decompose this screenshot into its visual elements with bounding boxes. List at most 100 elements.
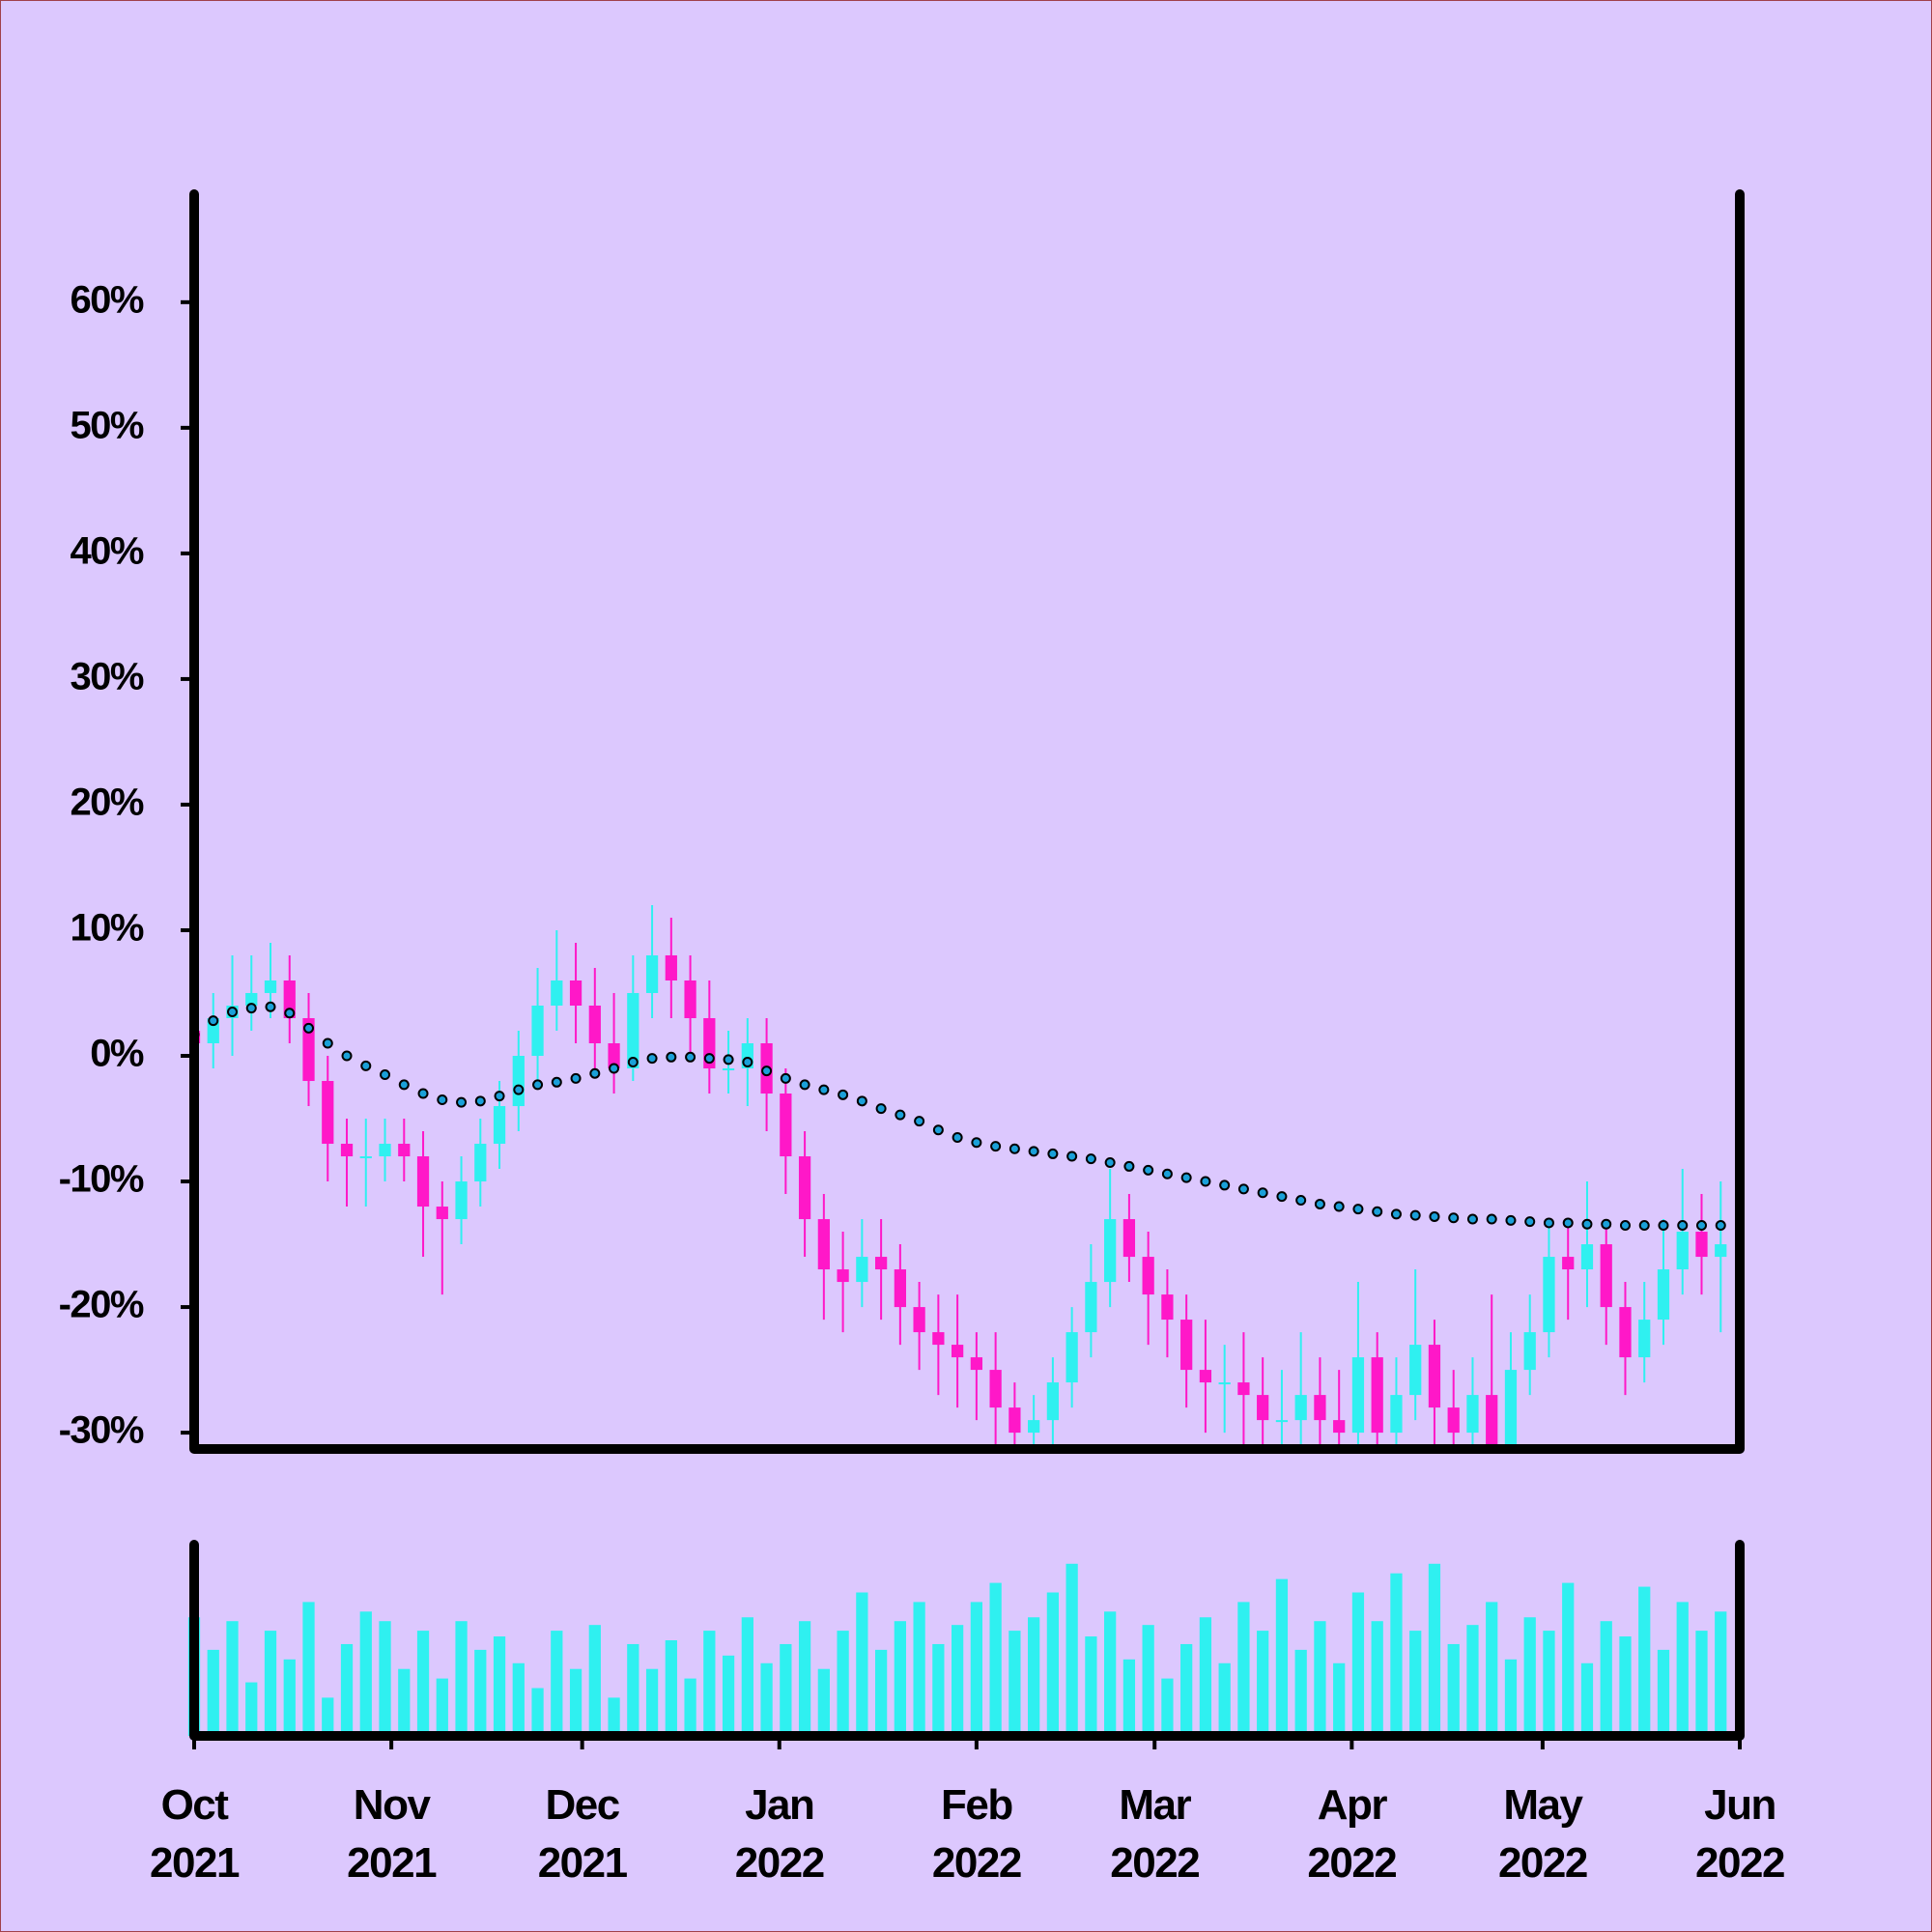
volume-bar (894, 1621, 906, 1736)
moving-average-point (437, 1094, 448, 1106)
volume-bar (416, 1631, 430, 1736)
candle-body (1028, 1420, 1040, 1434)
volume-bar (474, 1649, 487, 1736)
moving-average-point (1143, 1164, 1154, 1176)
candle-body (780, 1094, 792, 1157)
volume-bar (207, 1649, 219, 1736)
volume-bar (1180, 1643, 1193, 1736)
candle-body (1275, 1420, 1289, 1423)
moving-average-point (1409, 1209, 1421, 1221)
moving-average-point (1314, 1198, 1325, 1209)
volume-bar (608, 1697, 620, 1736)
volume-bar (970, 1602, 982, 1736)
volume-bar (760, 1662, 773, 1736)
candle-body (1122, 1219, 1136, 1258)
candle-body (455, 1181, 468, 1220)
candle-body (1695, 1232, 1708, 1258)
candle-body (1351, 1357, 1365, 1434)
y-tick-label: 30% (70, 655, 143, 697)
moving-average-point (1276, 1191, 1288, 1203)
moving-average-point (1486, 1213, 1497, 1225)
x-tick-label: May 2022 (1497, 1781, 1588, 1887)
volume-bar (1257, 1631, 1269, 1736)
moving-average-point (1333, 1201, 1345, 1212)
moving-average-point (742, 1057, 753, 1068)
volume-bar (1695, 1631, 1708, 1736)
volume-bar (1486, 1602, 1498, 1736)
moving-average-point (1200, 1176, 1211, 1187)
candle-body (512, 1056, 525, 1107)
candle-body (302, 1017, 315, 1082)
moving-average-point (1295, 1195, 1307, 1207)
candle-body (665, 954, 677, 980)
moving-average-point (971, 1137, 982, 1149)
candle-body (322, 1081, 334, 1145)
moving-average-point (856, 1095, 867, 1107)
volume-bar (264, 1631, 277, 1736)
volume-bar (1161, 1678, 1174, 1736)
candle-body (1466, 1395, 1479, 1434)
volume-bar (1715, 1611, 1727, 1736)
candle-body (722, 1068, 735, 1071)
candle-body (874, 1257, 888, 1270)
moving-average-point (723, 1054, 734, 1065)
x-tick-label: Feb 2022 (931, 1781, 1022, 1887)
y-tick-label: 50% (70, 404, 143, 446)
moving-average-point (1237, 1183, 1249, 1195)
moving-average-point (551, 1076, 562, 1088)
moving-average-point (303, 1022, 315, 1034)
volume-bar (1333, 1662, 1346, 1736)
volume-bar (379, 1621, 391, 1736)
volume-bar (1351, 1592, 1365, 1736)
volume-plot (187, 1563, 1727, 1736)
y-tick-label: -20% (59, 1284, 144, 1326)
candle-body (1161, 1294, 1174, 1321)
candle-body (970, 1357, 982, 1371)
volume-bar (1600, 1621, 1612, 1736)
moving-average-point (1123, 1160, 1135, 1172)
candle-body (340, 1144, 354, 1157)
moving-average-point (1638, 1220, 1650, 1232)
candle-body (932, 1332, 945, 1346)
y-tick-label: -10% (59, 1158, 144, 1201)
candle-body (1065, 1332, 1078, 1383)
volume-bar (283, 1659, 296, 1736)
volume-bar (1275, 1578, 1289, 1736)
candle-body (608, 1043, 620, 1069)
candle-body (551, 980, 563, 1006)
moving-average-point (1161, 1168, 1173, 1179)
y-tick-label: 20% (70, 781, 143, 824)
volume-bar (665, 1640, 677, 1736)
volume-bar (302, 1602, 315, 1736)
volume-bar (989, 1582, 1002, 1736)
candle-body (416, 1156, 430, 1208)
moving-average-point (818, 1084, 830, 1095)
y-tick-label: 60% (70, 278, 143, 321)
moving-average-point (589, 1067, 601, 1079)
moving-average-point (1047, 1148, 1059, 1159)
moving-average-point (1028, 1146, 1039, 1157)
volume-bar (856, 1592, 868, 1736)
candle-body (1715, 1244, 1727, 1258)
candle-body (1257, 1395, 1269, 1421)
candle-body (1371, 1357, 1383, 1434)
moving-average-point (609, 1063, 620, 1074)
volume-bar (627, 1643, 639, 1736)
volume-bar (340, 1643, 354, 1736)
candle-body (1676, 1232, 1689, 1270)
volume-bar (1046, 1592, 1060, 1736)
moving-average-point (799, 1079, 810, 1091)
candle-body (798, 1156, 811, 1220)
moving-average-point (1257, 1187, 1268, 1199)
candle-body (1390, 1395, 1403, 1434)
moving-average-point (570, 1072, 582, 1084)
moving-average-point (1448, 1212, 1460, 1224)
moving-average-point (1619, 1220, 1631, 1232)
volume-bar (1065, 1563, 1078, 1736)
candle-body (531, 1005, 544, 1057)
candle-body (817, 1219, 830, 1270)
volume-bar (1122, 1659, 1136, 1736)
candle-body (569, 980, 582, 1006)
candle-body (1600, 1244, 1612, 1308)
volume-bar (684, 1678, 696, 1736)
